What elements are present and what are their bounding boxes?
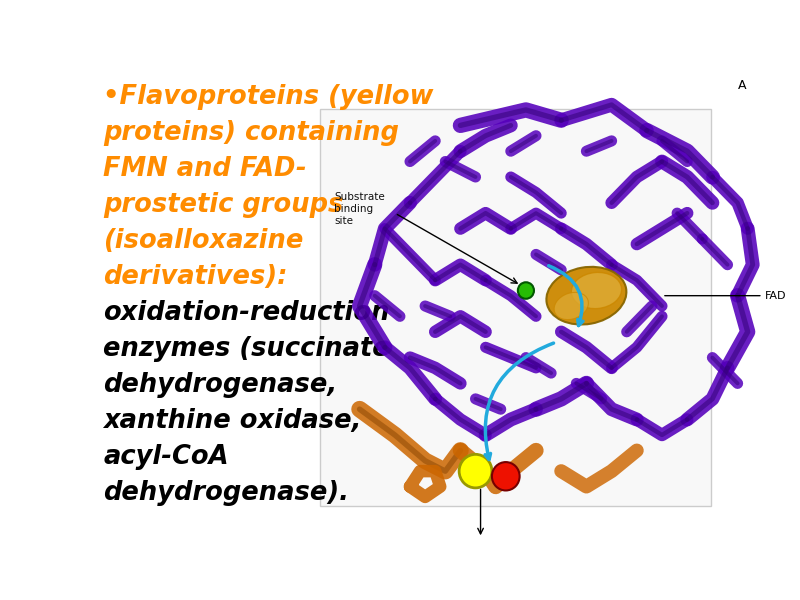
Text: Substrate
binding
site: Substrate binding site xyxy=(334,193,385,226)
Text: enzymes (succinate: enzymes (succinate xyxy=(103,336,390,362)
Text: •Flavoproteins (yellow: •Flavoproteins (yellow xyxy=(103,83,434,110)
Text: (isoalloxazine: (isoalloxazine xyxy=(103,227,303,254)
Ellipse shape xyxy=(554,292,589,320)
Text: dehydrogenase,: dehydrogenase, xyxy=(103,372,338,398)
Text: acyl-CoA: acyl-CoA xyxy=(103,444,229,470)
Ellipse shape xyxy=(492,462,520,490)
Text: proteins) containing: proteins) containing xyxy=(103,119,399,146)
Text: FMN and FAD-: FMN and FAD- xyxy=(103,155,306,182)
Ellipse shape xyxy=(459,454,492,488)
Text: derivatives):: derivatives): xyxy=(103,264,287,290)
Ellipse shape xyxy=(571,272,622,308)
Text: oxidation-reduction: oxidation-reduction xyxy=(103,300,390,326)
Text: dehydrogenase).: dehydrogenase). xyxy=(103,480,349,506)
Ellipse shape xyxy=(518,282,534,299)
Text: FAD: FAD xyxy=(766,290,787,301)
Text: prostetic groups: prostetic groups xyxy=(103,191,343,218)
Ellipse shape xyxy=(546,267,626,325)
Text: A: A xyxy=(738,79,746,92)
Bar xyxy=(320,109,710,506)
Text: xanthine oxidase,: xanthine oxidase, xyxy=(103,408,362,434)
